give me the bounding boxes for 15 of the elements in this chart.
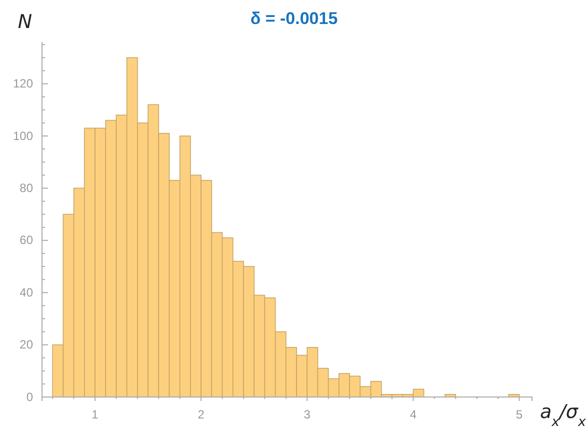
chart-title: δ = -0.0015 — [250, 9, 338, 28]
x-tick-label: 5 — [516, 407, 523, 422]
x-tick-label: 3 — [304, 407, 311, 422]
x-tick-label: 4 — [410, 407, 417, 422]
y-tick-label: 20 — [20, 338, 34, 352]
y-tick-label: 0 — [26, 390, 34, 404]
x-axis-title: a$_{x}$/σ$_{x}$ — [540, 401, 586, 430]
y-tick-label: 100 — [12, 128, 34, 143]
y-tick-label: 60 — [20, 233, 34, 248]
x-tick-label: 2 — [198, 407, 205, 422]
y-tick-label: 120 — [12, 76, 34, 91]
y-axis-title: N — [18, 11, 32, 33]
y-tick-label: 40 — [20, 285, 34, 300]
y-tick-label: 80 — [20, 181, 34, 196]
x-tick-label: 1 — [92, 407, 99, 422]
